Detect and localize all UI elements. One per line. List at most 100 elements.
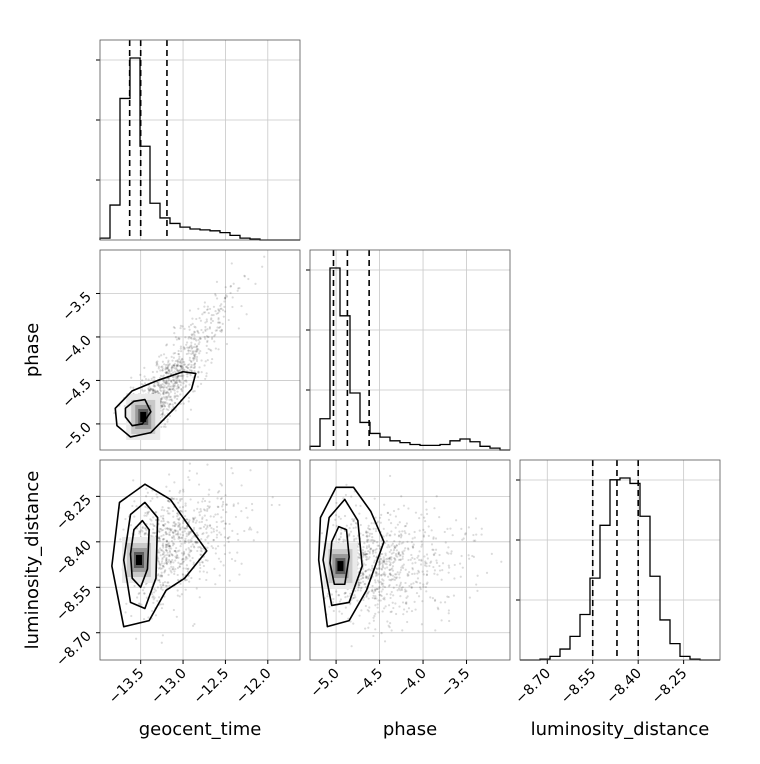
scatter-point bbox=[349, 592, 352, 595]
scatter-point bbox=[204, 523, 207, 526]
scatter-point bbox=[161, 553, 164, 556]
scatter-point bbox=[191, 516, 195, 520]
scatter-point bbox=[119, 538, 122, 541]
scatter-point bbox=[424, 562, 427, 565]
scatter-point bbox=[193, 337, 196, 340]
scatter-point bbox=[173, 389, 176, 392]
scatter-point bbox=[177, 561, 180, 564]
scatter-point bbox=[390, 578, 393, 581]
scatter-point bbox=[167, 369, 170, 373]
scatter-point bbox=[388, 572, 391, 576]
scatter-point bbox=[197, 331, 200, 335]
scatter-point bbox=[189, 550, 193, 553]
scatter-point bbox=[378, 566, 381, 569]
scatter-point bbox=[219, 325, 222, 329]
scatter-point bbox=[161, 415, 164, 418]
scatter-point bbox=[168, 547, 171, 550]
scatter-point bbox=[390, 558, 393, 561]
scatter-point bbox=[379, 560, 382, 563]
scatter-point bbox=[374, 595, 377, 598]
scatter-point bbox=[383, 558, 386, 561]
scatter-point bbox=[334, 518, 337, 521]
scatter-point bbox=[220, 303, 223, 306]
scatter-point bbox=[447, 595, 450, 599]
scatter-point bbox=[180, 367, 183, 370]
scatter-point bbox=[183, 363, 186, 366]
scatter-point bbox=[161, 375, 164, 378]
scatter-point bbox=[224, 522, 228, 525]
histogram-luminosity_distance bbox=[520, 477, 720, 661]
scatter-point bbox=[385, 539, 388, 543]
scatter-point bbox=[432, 536, 435, 539]
scatter-point bbox=[153, 596, 156, 599]
scatter-point bbox=[164, 392, 168, 395]
scatter-point bbox=[170, 355, 173, 358]
y-tick-label: −4.5 bbox=[59, 376, 94, 411]
scatter-point bbox=[188, 580, 191, 583]
scatter-point bbox=[209, 318, 213, 321]
scatter-point bbox=[164, 584, 167, 587]
scatter-point bbox=[187, 530, 190, 533]
scatter-point bbox=[405, 602, 408, 605]
scatter-point bbox=[194, 346, 198, 349]
scatter-point bbox=[178, 528, 182, 531]
scatter-point bbox=[418, 517, 421, 520]
scatter-point bbox=[358, 552, 361, 556]
scatter-point bbox=[202, 532, 205, 535]
scatter-point bbox=[195, 519, 198, 522]
y-tick-label: −5.0 bbox=[59, 419, 94, 454]
scatter-point bbox=[203, 514, 206, 517]
scatter-point bbox=[397, 508, 400, 511]
scatter-point bbox=[178, 595, 181, 598]
scatter-point bbox=[145, 495, 148, 498]
scatter-point bbox=[166, 418, 169, 421]
scatter-point bbox=[354, 589, 357, 593]
scatter-point bbox=[201, 516, 204, 519]
scatter-point bbox=[214, 583, 217, 586]
scatter-point bbox=[230, 467, 233, 470]
scatter-point bbox=[371, 584, 374, 588]
scatter-point bbox=[367, 544, 371, 547]
scatter-point bbox=[137, 592, 140, 595]
scatter-point bbox=[421, 600, 424, 603]
scatter-point bbox=[353, 539, 356, 542]
scatter-point bbox=[371, 549, 375, 552]
scatter-point bbox=[168, 392, 171, 395]
scatter-point bbox=[480, 533, 483, 536]
scatter-point bbox=[178, 518, 181, 521]
scatter-point bbox=[186, 518, 189, 521]
scatter-point bbox=[179, 324, 182, 327]
scatter-point bbox=[169, 528, 172, 531]
scatter-point bbox=[173, 524, 176, 527]
scatter-point bbox=[368, 574, 371, 578]
scatter-point bbox=[184, 379, 188, 382]
scatter-point bbox=[185, 548, 188, 551]
scatter-point bbox=[361, 574, 364, 577]
scatter-point bbox=[367, 527, 370, 530]
scatter-point bbox=[431, 548, 434, 551]
scatter-point bbox=[420, 543, 424, 546]
scatter-point bbox=[394, 515, 398, 518]
scatter-point bbox=[140, 603, 143, 606]
scatter-point bbox=[178, 355, 181, 358]
scatter-point bbox=[369, 547, 373, 550]
scatter-point bbox=[219, 560, 222, 563]
scatter-point bbox=[214, 329, 217, 332]
scatter-point bbox=[338, 538, 341, 541]
scatter-point bbox=[189, 498, 192, 501]
scatter-point bbox=[168, 387, 171, 391]
scatter-point bbox=[170, 528, 173, 531]
scatter-point bbox=[160, 383, 163, 386]
scatter-point bbox=[447, 609, 451, 612]
scatter-point bbox=[216, 505, 219, 508]
scatter-point bbox=[188, 335, 191, 339]
scatter-point bbox=[223, 552, 226, 556]
scatter-point bbox=[215, 533, 219, 536]
scatter-point bbox=[163, 551, 166, 554]
scatter-point bbox=[207, 311, 210, 315]
scatter-point bbox=[357, 586, 360, 589]
scatter-point bbox=[218, 574, 221, 577]
scatter-point bbox=[173, 351, 177, 355]
scatter-point bbox=[199, 546, 202, 549]
scatter-point bbox=[195, 349, 198, 352]
